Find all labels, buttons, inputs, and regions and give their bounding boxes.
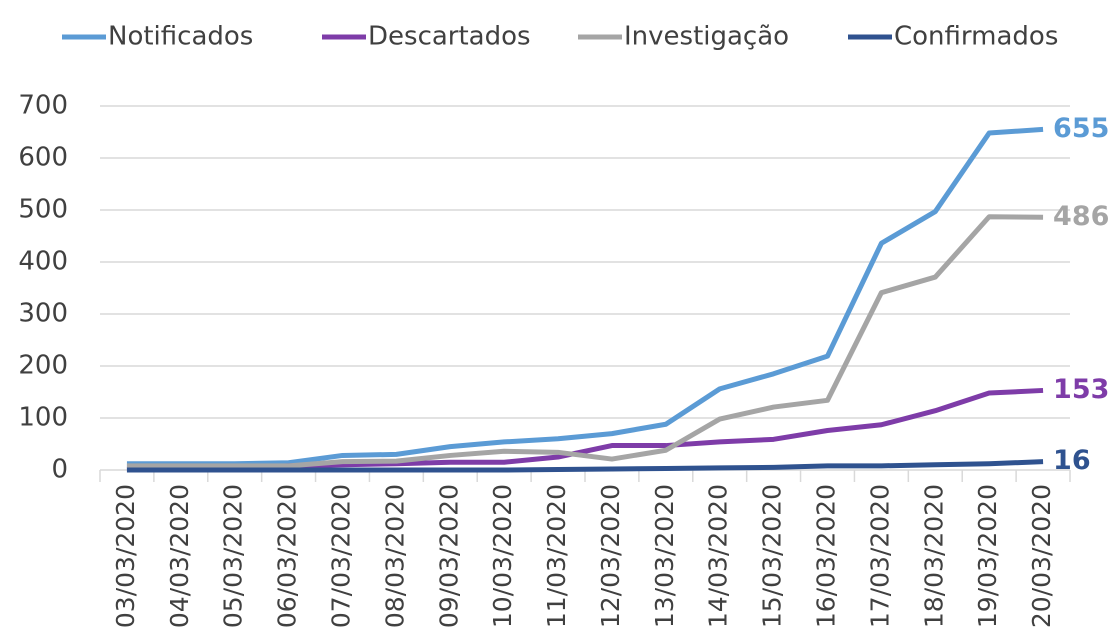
legend-label: Notificados [108, 22, 253, 52]
y-tick-label: 0 [51, 455, 68, 485]
y-tick-label: 200 [18, 351, 68, 381]
x-tick-label: 20/03/2020 [1027, 484, 1056, 628]
x-tick-label: 03/03/2020 [111, 484, 140, 628]
end-label: 486 [1053, 201, 1109, 232]
x-tick-label: 17/03/2020 [865, 484, 894, 628]
end-label: 16 [1053, 445, 1091, 476]
x-tick-label: 04/03/2020 [165, 484, 194, 628]
x-tick-label: 06/03/2020 [273, 484, 302, 628]
y-tick-label: 700 [18, 91, 68, 121]
series-line [126, 126, 1044, 467]
x-tick-label: 10/03/2020 [488, 484, 517, 628]
x-tick-label: 08/03/2020 [380, 484, 409, 628]
legend-label: Confirmados [894, 22, 1058, 52]
y-tick-label: 600 [18, 143, 68, 173]
x-tick-label: 19/03/2020 [973, 484, 1002, 628]
x-tick-label: 05/03/2020 [219, 484, 248, 628]
x-tick-label: 11/03/2020 [542, 484, 571, 628]
x-tick-label: 14/03/2020 [704, 484, 733, 628]
series-line [126, 459, 1044, 473]
y-tick-label: 100 [18, 403, 68, 433]
end-label: 153 [1053, 374, 1109, 405]
x-tick-label: 12/03/2020 [596, 484, 625, 628]
x-tick-label: 09/03/2020 [434, 484, 463, 628]
y-tick-label: 500 [18, 195, 68, 225]
x-tick-label: 07/03/2020 [327, 484, 356, 628]
x-tick-label: 16/03/2020 [812, 484, 841, 628]
x-tick-label: 18/03/2020 [919, 484, 948, 628]
series-line [126, 214, 1044, 469]
legend-label: Investigação [624, 22, 789, 52]
end-label: 655 [1053, 113, 1109, 144]
x-tick-label: 13/03/2020 [650, 484, 679, 628]
legend-label: Descartados [368, 22, 531, 52]
y-tick-label: 300 [18, 299, 68, 329]
y-tick-label: 400 [18, 247, 68, 277]
x-tick-label: 15/03/2020 [758, 484, 787, 628]
